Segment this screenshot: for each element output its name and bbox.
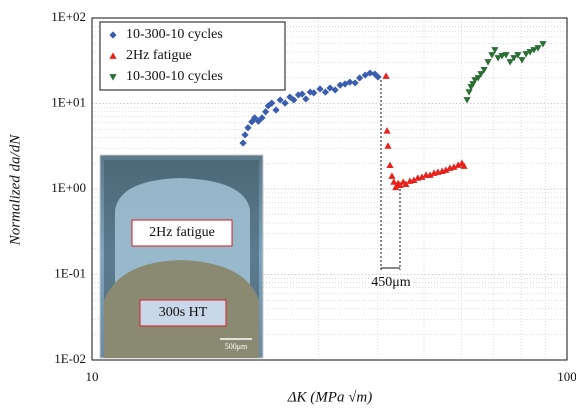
inset-photo: 2Hz fatigue 300s HT 500μm — [99, 154, 264, 359]
data-point — [450, 163, 458, 170]
y-tick-label: 1E+00 — [51, 180, 86, 195]
annotation-text: 450μm — [371, 275, 411, 290]
data-point — [356, 74, 364, 82]
data-point — [488, 52, 496, 59]
data-point — [494, 55, 502, 62]
data-point — [239, 139, 247, 147]
data-point — [258, 114, 266, 122]
data-point — [264, 102, 272, 110]
annotation: 450μm — [371, 80, 411, 290]
data-point — [251, 114, 259, 122]
data-point — [244, 124, 252, 132]
data-point — [298, 90, 306, 98]
inset-label: 2Hz fatigue — [149, 225, 215, 240]
data-point — [510, 55, 518, 62]
x-axis-title: ΔK (MPa √m) — [287, 389, 373, 405]
data-point — [383, 127, 391, 134]
legend-marker — [109, 31, 117, 39]
data-point — [276, 96, 284, 104]
data-point — [454, 161, 462, 168]
data-point — [534, 45, 542, 52]
legend-label: 10-300-10 cycles — [126, 27, 223, 42]
data-point — [410, 176, 418, 184]
data-point — [351, 79, 359, 87]
data-point — [336, 81, 344, 89]
data-point — [371, 70, 379, 78]
data-point — [241, 131, 249, 139]
data-point — [382, 72, 390, 79]
legend-label: 10-300-10 cycles — [126, 69, 223, 84]
data-point — [316, 85, 324, 93]
data-point — [426, 171, 434, 178]
y-axis-title: Normalized da/dN — [7, 134, 23, 246]
scale-bar-label: 500μm — [225, 342, 248, 351]
data-point — [442, 166, 450, 173]
x-tick-label: 100 — [557, 369, 576, 384]
data-point — [463, 97, 471, 104]
data-point — [518, 57, 526, 64]
data-point — [477, 71, 485, 78]
data-point — [480, 67, 488, 74]
data-point — [366, 69, 374, 77]
data-point — [418, 173, 426, 180]
x-tick-label: 10 — [86, 369, 99, 384]
data-point — [522, 51, 530, 58]
data-point — [491, 47, 499, 54]
y-tick-label: 1E+01 — [51, 94, 86, 109]
data-point — [386, 161, 394, 169]
data-point — [526, 49, 534, 56]
data-point — [460, 162, 468, 169]
data-point — [310, 89, 318, 97]
data-point — [484, 59, 492, 66]
data-point — [514, 52, 522, 59]
data-point — [388, 172, 396, 179]
data-point — [502, 52, 510, 59]
plot-frame — [91, 17, 568, 361]
data-point — [262, 108, 270, 116]
data-point — [392, 183, 400, 191]
legend-marker — [109, 74, 117, 81]
data-point — [374, 73, 382, 81]
data-point — [539, 41, 547, 48]
data-point — [268, 99, 276, 107]
data-point — [321, 88, 329, 96]
y-tick-label: 1E+02 — [51, 9, 86, 24]
data-point — [390, 178, 398, 185]
data-point — [402, 180, 410, 188]
data-point — [341, 80, 349, 88]
data-point — [290, 96, 298, 104]
legend-label: 2Hz fatigue — [126, 48, 192, 63]
data-point — [506, 59, 514, 66]
data-point — [465, 89, 473, 96]
data-point — [346, 78, 354, 86]
inset-label: 300s HT — [159, 305, 208, 320]
data-point — [281, 99, 289, 107]
y-tick-label: 1E-01 — [54, 265, 86, 280]
data-point — [530, 47, 538, 54]
data-point — [384, 142, 392, 149]
legend-marker — [109, 52, 117, 59]
legend-box — [99, 21, 286, 91]
data-point — [272, 106, 280, 114]
data-point — [254, 117, 262, 125]
data-point — [326, 84, 334, 92]
y-tick-label: 1E-02 — [54, 351, 86, 366]
data-point — [474, 75, 482, 82]
data-point — [302, 95, 310, 103]
data-point — [331, 86, 339, 94]
